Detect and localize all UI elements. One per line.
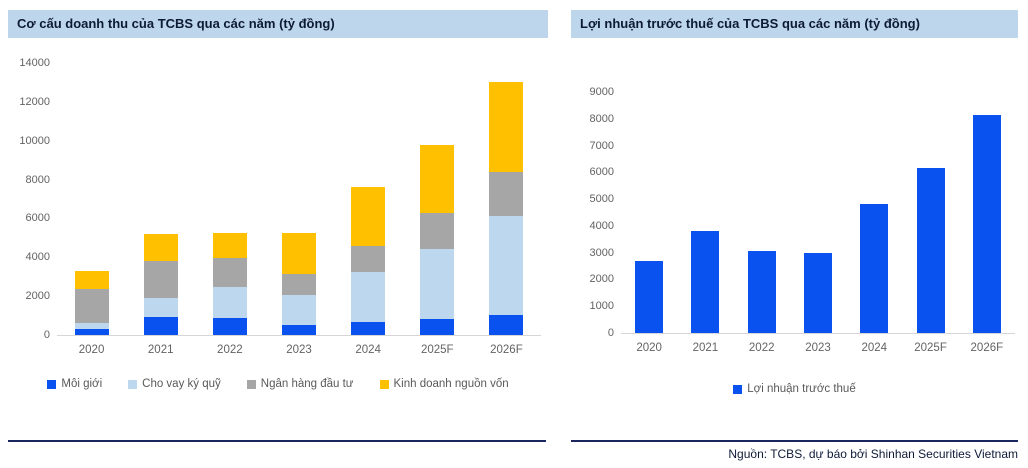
x-tick-label: 2021 bbox=[692, 342, 719, 354]
legend-item: Lợi nhuận trước thuế bbox=[733, 383, 856, 396]
legend-label: Kinh doanh nguồn vốn bbox=[393, 378, 509, 390]
bar-segment bbox=[351, 245, 386, 272]
y-tick-label: 14000 bbox=[19, 57, 50, 69]
bar-segment bbox=[212, 317, 247, 335]
bar-segment bbox=[804, 252, 832, 333]
legend-label: Cho vay ký quỹ bbox=[142, 378, 221, 390]
x-axis-line bbox=[57, 335, 541, 336]
source-note: Nguồn: TCBS, dự báo bởi Shinhan Securiti… bbox=[728, 447, 1018, 461]
chart-legend: Lợi nhuận trước thuế bbox=[571, 383, 1018, 396]
bar-segment bbox=[916, 168, 945, 333]
y-tick-label: 10000 bbox=[19, 134, 50, 147]
y-tick-label: 0 bbox=[607, 327, 614, 339]
bar-segment bbox=[635, 260, 664, 333]
y-tick-label: 8000 bbox=[25, 173, 50, 186]
legend-swatch-icon bbox=[128, 380, 138, 389]
x-tick-label: 2021 bbox=[147, 344, 174, 356]
bar-segment bbox=[747, 251, 776, 333]
bar-segment bbox=[143, 261, 178, 299]
bar-segment bbox=[74, 270, 109, 290]
x-axis-line bbox=[621, 333, 1015, 334]
x-tick-label: 2024 bbox=[355, 344, 381, 356]
x-tick-label: 2020 bbox=[636, 342, 662, 354]
legend-label: Môi giới bbox=[61, 378, 103, 390]
footer-divider-left bbox=[8, 440, 546, 442]
y-tick-label: 3000 bbox=[589, 246, 614, 259]
bar-segment bbox=[143, 316, 178, 335]
bar-segment bbox=[282, 295, 316, 326]
x-tick-label: 2026F bbox=[970, 342, 1004, 354]
y-tick-label: 2000 bbox=[25, 290, 50, 303]
legend-item: Ngân hàng đầu tư bbox=[246, 378, 354, 391]
bar-segment bbox=[489, 171, 524, 217]
bar-segment bbox=[860, 204, 889, 333]
legend-item: Môi giới bbox=[47, 378, 102, 391]
y-tick-label: 6000 bbox=[589, 166, 614, 179]
bar-segment bbox=[143, 233, 178, 262]
x-tick-label: 2023 bbox=[286, 344, 312, 356]
bar-segment bbox=[282, 233, 316, 274]
revenue-chart-plot: 0 2000 4000 6000 8000 10000 12000 14000 2020 2021… bbox=[8, 38, 548, 408]
chart-legend: Môi giới Cho vay ký quỹ Ngân hàng đầu tư Ki… bbox=[8, 378, 548, 391]
x-tick-label: 2022 bbox=[748, 342, 775, 354]
y-tick-label: 4000 bbox=[25, 251, 50, 264]
y-tick-label: 5000 bbox=[589, 193, 614, 206]
bar-segment bbox=[212, 258, 247, 288]
footer-divider-right bbox=[571, 440, 1018, 442]
profit-chart-plot: 0 1000 2000 3000 4000 5000 6000 7000 8000 9000 202… bbox=[571, 38, 1018, 408]
bar-segment bbox=[420, 144, 455, 213]
bar-segment bbox=[212, 233, 247, 259]
profit-chart-title: Lợi nhuận trước thuế của TCBS qua các nă… bbox=[571, 10, 1018, 38]
legend-label: Ngân hàng đầu tư bbox=[260, 378, 354, 390]
x-tick-label: 2025F bbox=[420, 344, 454, 356]
bar-segment bbox=[420, 212, 455, 249]
bar-segment bbox=[489, 314, 524, 335]
bar-segment bbox=[143, 298, 178, 317]
bar-segment bbox=[420, 248, 455, 320]
bar-segment bbox=[74, 329, 109, 335]
revenue-chart-title: Cơ cấu doanh thu của TCBS qua các năm (t… bbox=[8, 10, 548, 38]
legend-swatch-icon bbox=[47, 380, 57, 389]
bar-segment bbox=[420, 319, 455, 335]
y-tick-label: 4000 bbox=[589, 219, 614, 232]
legend-swatch-icon bbox=[246, 380, 256, 389]
y-tick-label: 9000 bbox=[589, 86, 614, 98]
bar-segment bbox=[351, 322, 386, 335]
y-tick-label: 7000 bbox=[589, 139, 614, 152]
bar-segment bbox=[74, 323, 109, 330]
x-tick-label: 2024 bbox=[861, 342, 888, 354]
y-tick-label: 2000 bbox=[589, 273, 614, 286]
bar-segment bbox=[691, 231, 720, 333]
bar-segment bbox=[282, 325, 316, 335]
x-tick-label: 2026F bbox=[490, 344, 523, 356]
legend-swatch-icon bbox=[379, 380, 389, 389]
y-tick-label: 1000 bbox=[589, 300, 614, 313]
legend-item: Kinh doanh nguồn vốn bbox=[379, 378, 509, 391]
x-tick-label: 2025F bbox=[914, 342, 947, 354]
x-tick-label: 2023 bbox=[805, 342, 831, 354]
legend-swatch-icon bbox=[733, 385, 743, 394]
legend-item: Cho vay ký quỹ bbox=[128, 378, 221, 391]
bar-segment bbox=[282, 273, 316, 296]
bar-segment bbox=[212, 287, 247, 318]
bar-segment bbox=[489, 216, 524, 315]
legend-label: Lợi nhuận trước thuế bbox=[747, 383, 856, 395]
revenue-structure-chart-panel: Cơ cấu doanh thu của TCBS qua các năm (t… bbox=[8, 10, 548, 390]
bar-segment bbox=[351, 271, 386, 323]
bar-segment bbox=[351, 187, 386, 246]
y-tick-label: 6000 bbox=[25, 212, 50, 225]
bar-segment bbox=[489, 82, 524, 172]
x-tick-label: 2022 bbox=[217, 344, 243, 356]
y-tick-label: 12000 bbox=[19, 95, 50, 108]
bar-segment bbox=[972, 114, 1001, 333]
y-tick-label: 0 bbox=[43, 329, 50, 341]
x-tick-label: 2020 bbox=[78, 344, 105, 356]
y-tick-label: 8000 bbox=[589, 112, 614, 125]
pretax-profit-chart-panel: Lợi nhuận trước thuế của TCBS qua các nă… bbox=[571, 10, 1018, 395]
bar-segment bbox=[74, 289, 109, 324]
